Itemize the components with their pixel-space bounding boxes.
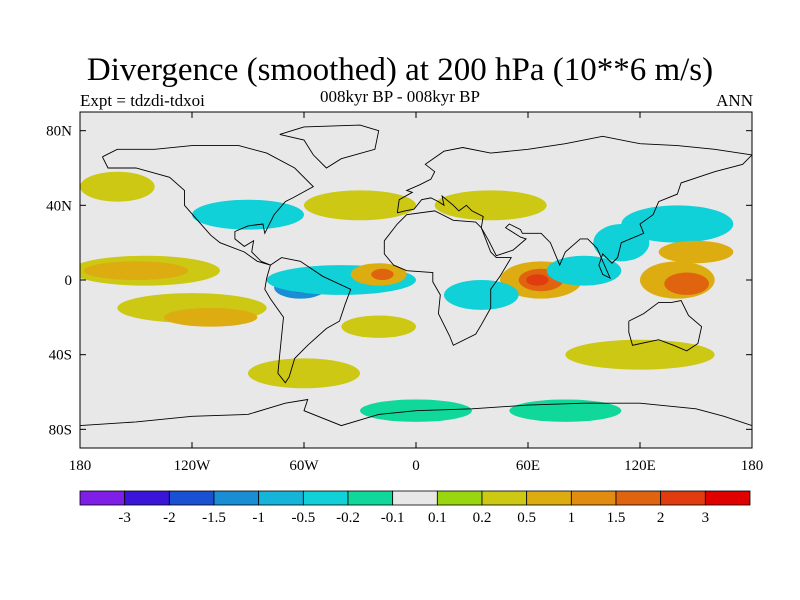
colorbar-swatch: [347, 490, 394, 506]
colorbar-swatch: [704, 490, 751, 506]
colorbar-label: 3: [702, 510, 710, 526]
colorbar-label: -0.1: [381, 510, 405, 526]
anomaly-region: [565, 339, 715, 370]
anomaly-region: [434, 190, 547, 221]
colorbar-swatch: [258, 490, 304, 506]
x-tick-label: 180: [69, 458, 92, 474]
anomaly-region: [83, 261, 189, 280]
y-tick-label: 0: [65, 273, 73, 289]
y-tick-label: 80N: [46, 124, 72, 140]
colorbar-swatch: [526, 490, 572, 506]
period-label: 008kyr BP - 008kyr BP: [320, 87, 480, 106]
colorbar-label: -0.2: [336, 510, 360, 526]
colorbar: -3 -2 -1.5 -1 -0.5 -0.2 -0.1 0.1 0.2 0.5 1 1.5 2 3: [79, 490, 751, 526]
colorbar-swatch: [615, 490, 662, 506]
south-america-coast: [264, 257, 352, 384]
x-tick-label: 0: [412, 458, 420, 474]
colorbar-swatch: [79, 490, 126, 506]
axis-ticks: 180 120W 60W 0 60E 120E 180 80N 40N 0 40S 80S: [46, 112, 763, 474]
colorbar-label: 2: [657, 510, 665, 526]
colorbar-label: -2: [163, 510, 176, 526]
colorbar-label: 0.2: [473, 510, 492, 526]
colorbar-label: -3: [118, 510, 131, 526]
anomaly-region: [248, 358, 360, 389]
y-tick-label: 40N: [46, 198, 72, 214]
anomaly-region: [304, 190, 416, 221]
anomaly-region: [164, 308, 258, 327]
australia-coast: [628, 299, 703, 352]
africa-coast: [383, 210, 512, 346]
chart-title: Divergence (smoothed) at 200 hPa (10**6 …: [86, 52, 714, 88]
colorbar-label: 0.5: [517, 510, 536, 526]
x-tick-label: 60E: [516, 458, 540, 474]
x-tick-label: 180: [741, 458, 764, 474]
experiment-label: Expt = tdzdi-tdxoi: [80, 91, 205, 110]
colorbar-swatch: [436, 490, 483, 506]
colorbar-label: 0.1: [428, 510, 447, 526]
antarctica-coast: [80, 398, 752, 427]
anomaly-region: [546, 255, 622, 286]
colorbar-label: 1: [568, 510, 576, 526]
anomaly-region: [371, 268, 394, 280]
colorbar-label: -1.5: [202, 510, 226, 526]
y-tick-label: 80S: [49, 422, 72, 438]
x-tick-label: 120E: [624, 458, 656, 474]
colorbar-swatch: [302, 490, 349, 506]
anomaly-region: [658, 240, 734, 264]
colorbar-label: -0.5: [291, 510, 315, 526]
colorbar-swatch: [660, 490, 706, 506]
anomaly-region: [526, 274, 549, 286]
y-tick-label: 40S: [49, 348, 72, 364]
colorbar-swatch: [392, 490, 438, 506]
season-label: ANN: [716, 91, 753, 110]
x-tick-label: 60W: [289, 458, 319, 474]
colorbar-swatch: [124, 490, 170, 506]
anomaly-region: [341, 315, 416, 338]
x-tick-label: 120W: [174, 458, 212, 474]
colorbar-label: -1: [252, 510, 265, 526]
eurasia-coast: [396, 135, 752, 280]
anomaly-region: [621, 205, 734, 243]
anomaly-region: [444, 280, 519, 310]
anomaly-region: [192, 199, 304, 230]
north-america-coast: [101, 145, 315, 266]
colorbar-swatch: [570, 490, 617, 506]
colorbar-swatch: [168, 490, 215, 506]
anomaly-region: [664, 272, 710, 295]
colorbar-swatch: [213, 490, 260, 506]
colorbar-swatch: [481, 490, 528, 506]
anomaly-region: [80, 171, 155, 202]
divergence-field: [80, 112, 752, 448]
colorbar-label: 1.5: [607, 510, 626, 526]
coastlines: [80, 124, 752, 427]
greenland-coast: [279, 124, 380, 169]
